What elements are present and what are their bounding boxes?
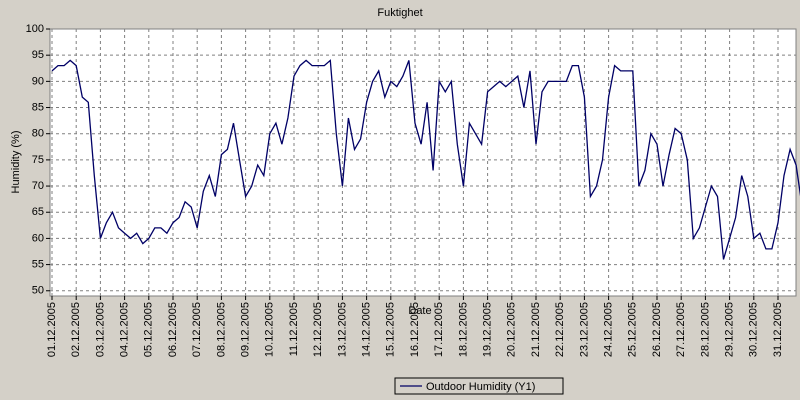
x-tick-label: 23.12.2005 [578, 302, 590, 357]
x-tick-label: 25.12.2005 [627, 302, 639, 357]
y-axis-label: Humidity (%) [10, 131, 22, 194]
y-tick-label: 100 [26, 23, 44, 35]
x-tick-label: 18.12.2005 [457, 302, 469, 357]
y-tick-label: 95 [32, 49, 44, 61]
x-tick-label: 10.12.2005 [264, 302, 276, 357]
y-tick-label: 55 [32, 258, 44, 270]
x-tick-label: 08.12.2005 [215, 302, 227, 357]
x-tick-label: 09.12.2005 [240, 302, 252, 357]
x-tick-label: 21.12.2005 [530, 302, 542, 357]
x-tick-label: 26.12.2005 [651, 302, 663, 357]
plot-area [49, 28, 797, 297]
legend-box [394, 377, 564, 395]
y-tick-label: 65 [32, 206, 44, 218]
x-tick-label: 29.12.2005 [724, 302, 736, 357]
x-tick-label: 16.12.2005 [409, 302, 421, 357]
x-tick-label: 11.12.2005 [288, 302, 300, 356]
x-tick-label: 03.12.2005 [94, 302, 106, 357]
x-tick-label: 13.12.2005 [336, 302, 348, 357]
x-tick-label: 24.12.2005 [603, 302, 615, 357]
x-tick-label: 02.12.2005 [70, 302, 82, 357]
x-axis-label: Date [408, 305, 431, 317]
y-tick-label: 90 [32, 75, 44, 87]
x-tick-label: 22.12.2005 [554, 302, 566, 357]
x-tick-label: 30.12.2005 [748, 302, 760, 357]
x-tick-label: 06.12.2005 [167, 302, 179, 357]
chart-title: Fuktighet [377, 7, 422, 19]
y-tick-label: 50 [32, 285, 44, 297]
x-tick-label: 04.12.2005 [119, 302, 131, 357]
x-tick-label: 17.12.2005 [433, 302, 445, 357]
line-series [51, 59, 800, 260]
x-tick-label: 19.12.2005 [482, 302, 494, 357]
x-tick-label: 31.12.2005 [772, 302, 784, 357]
y-tick-label: 70 [32, 180, 44, 192]
y-tick-label: 85 [32, 101, 44, 113]
y-tick-label: 80 [32, 128, 44, 140]
legend: Outdoor Humidity (Y1) [394, 377, 564, 395]
x-tick-label: 12.12.2005 [312, 302, 324, 357]
x-tick-label: 28.12.2005 [699, 302, 711, 357]
x-tick-label: 01.12.2005 [46, 302, 58, 357]
x-tick-label: 27.12.2005 [675, 302, 687, 357]
x-tick-label: 15.12.2005 [385, 302, 397, 357]
legend-label: Outdoor Humidity (Y1) [426, 381, 535, 393]
y-tick-label: 60 [32, 232, 44, 244]
x-tick-label: 05.12.2005 [143, 302, 155, 357]
y-tick-label: 75 [32, 154, 44, 166]
x-tick-label: 14.12.2005 [361, 302, 373, 357]
x-tick-label: 20.12.2005 [506, 302, 518, 357]
x-tick-label: 07.12.2005 [191, 302, 203, 357]
